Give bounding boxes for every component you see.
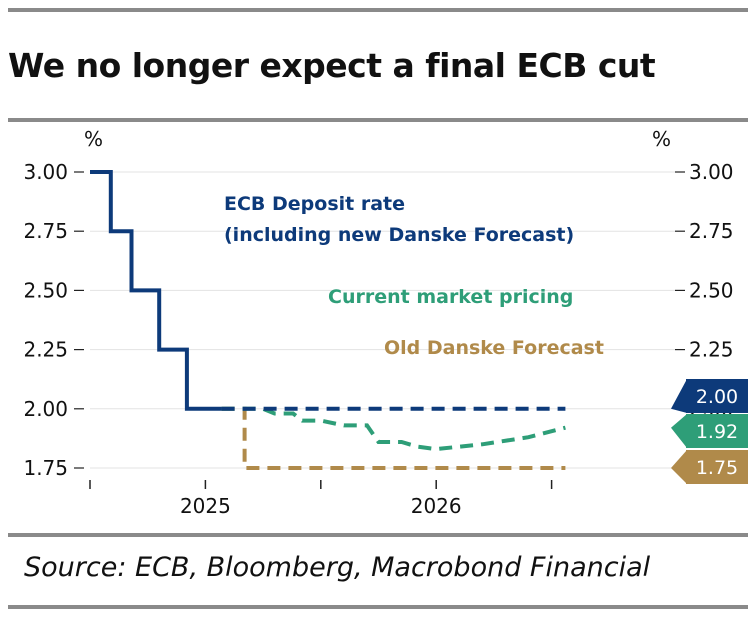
end-label-value: 2.00 <box>696 386 738 408</box>
end-label-box <box>686 379 748 413</box>
annotation-ecb-rate-sub: (including new Danske Forecast) <box>224 224 574 246</box>
right-tick-label: 3.00 <box>689 160 734 184</box>
axes: %%3.003.002.752.752.502.502.252.252.002.… <box>23 127 733 518</box>
left-tick-label: 2.75 <box>23 219 68 243</box>
bottom-rule <box>8 605 748 609</box>
left-tick-label: 3.00 <box>23 160 68 184</box>
left-unit: % <box>84 127 103 151</box>
right-unit: % <box>652 127 671 151</box>
right-tick-label: 2.25 <box>689 338 734 362</box>
end-label-box <box>686 414 748 448</box>
series-layer <box>90 170 566 470</box>
top-rule <box>8 8 748 12</box>
right-tick-label: 2.75 <box>689 219 734 243</box>
series-line-current-market-pricing <box>221 406 566 452</box>
series-line-ecb-deposit-rate-including-new-danske-forecast- <box>90 170 222 411</box>
right-tick-label: 2.50 <box>689 278 734 302</box>
source-note: Source: ECB, Bloomberg, Macrobond Financ… <box>24 552 651 583</box>
end-label-value: 1.75 <box>696 457 738 479</box>
end-label-pointer <box>671 414 687 448</box>
left-tick-label: 2.00 <box>23 397 68 421</box>
x-tick-label: 2025 <box>180 494 231 518</box>
title-rule <box>8 118 748 122</box>
end-label-value: 1.92 <box>696 421 738 443</box>
end-labels: 2.00 1.92 1.75 <box>671 379 748 484</box>
left-tick-label: 2.50 <box>23 278 68 302</box>
end-label-box <box>686 450 748 484</box>
left-tick-label: 1.75 <box>23 456 68 480</box>
end-label-pointer <box>671 450 687 484</box>
annotation-ecb-rate: ECB Deposit rate <box>224 193 405 215</box>
source-rule <box>8 533 748 537</box>
x-tick-label: 2026 <box>411 494 462 518</box>
annotations: ECB Deposit rate (including new Danske Fo… <box>224 193 604 359</box>
annotation-old-forecast: Old Danske Forecast <box>384 337 604 359</box>
grid <box>90 171 675 469</box>
chart-title: We no longer expect a final ECB cut <box>8 46 656 85</box>
end-label-pointer <box>671 379 687 413</box>
left-tick-label: 2.25 <box>23 338 68 362</box>
annotation-market-pricing: Current market pricing <box>328 286 573 308</box>
